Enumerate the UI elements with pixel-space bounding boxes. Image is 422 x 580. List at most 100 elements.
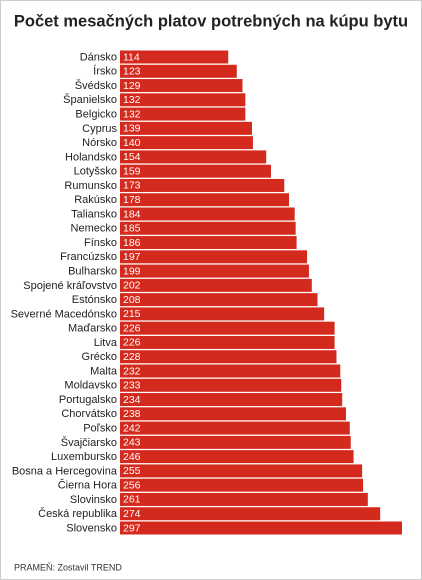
value-label: 233 bbox=[123, 380, 141, 392]
value-label: 234 bbox=[123, 394, 141, 406]
category-label: Dánsko bbox=[80, 51, 117, 63]
value-label: 246 bbox=[123, 451, 141, 463]
bar bbox=[120, 293, 318, 307]
category-label: Taliansko bbox=[71, 208, 117, 220]
bar bbox=[120, 250, 308, 264]
value-label: 208 bbox=[123, 294, 141, 306]
value-label: 185 bbox=[123, 223, 141, 235]
category-label: Lotyšsko bbox=[74, 166, 117, 178]
value-label: 226 bbox=[123, 322, 141, 334]
bar bbox=[120, 193, 290, 207]
category-label: Slovinsko bbox=[70, 494, 117, 506]
category-label: Grécko bbox=[82, 351, 117, 363]
value-label: 228 bbox=[123, 351, 141, 363]
bar bbox=[120, 350, 337, 364]
category-label: Luxembursko bbox=[51, 451, 117, 463]
bar bbox=[120, 321, 335, 335]
value-label: 261 bbox=[123, 494, 141, 506]
bar bbox=[120, 264, 309, 278]
bar bbox=[120, 492, 368, 506]
bar bbox=[120, 307, 325, 321]
category-label: Portugalsko bbox=[59, 394, 117, 406]
category-label: Litva bbox=[94, 337, 118, 349]
bar bbox=[120, 121, 252, 135]
bar bbox=[120, 364, 341, 378]
bar bbox=[120, 478, 364, 492]
value-label: 132 bbox=[123, 94, 141, 106]
value-label: 256 bbox=[123, 479, 141, 491]
bar bbox=[120, 335, 335, 349]
value-label: 178 bbox=[123, 194, 141, 206]
category-label: Spojené kráľovstvo bbox=[23, 280, 117, 292]
bar bbox=[120, 236, 297, 250]
chart-title: Počet mesačných platov potrebných na kúp… bbox=[14, 12, 408, 30]
bar bbox=[120, 435, 351, 449]
source: PRAMEŇ: Zostavil TREND bbox=[14, 562, 122, 572]
bar bbox=[120, 136, 253, 150]
bar bbox=[120, 378, 342, 392]
value-label: 226 bbox=[123, 337, 141, 349]
category-label: Malta bbox=[90, 365, 118, 377]
category-label: Nórsko bbox=[82, 137, 117, 149]
category-label: Bulharsko bbox=[68, 265, 117, 277]
value-label: 215 bbox=[123, 308, 141, 320]
bar bbox=[120, 278, 312, 292]
category-label: Bosna a Hercegovina bbox=[12, 465, 118, 477]
value-label: 139 bbox=[123, 123, 141, 135]
bar bbox=[120, 79, 243, 93]
value-label: 186 bbox=[123, 237, 141, 249]
bar bbox=[120, 207, 295, 221]
category-label: Írsko bbox=[93, 65, 117, 78]
value-label: 159 bbox=[123, 165, 141, 177]
category-label: Poľsko bbox=[83, 422, 117, 434]
category-label: Severné Macedónsko bbox=[11, 308, 117, 320]
bar bbox=[120, 407, 346, 421]
bar bbox=[120, 64, 237, 78]
bar bbox=[120, 107, 246, 121]
value-label: 114 bbox=[123, 51, 140, 63]
category-label: Nemecko bbox=[71, 223, 117, 235]
category-label: Estónsko bbox=[72, 294, 117, 306]
value-label: 184 bbox=[123, 208, 141, 220]
value-label: 242 bbox=[123, 422, 141, 434]
bar bbox=[120, 521, 402, 535]
bar bbox=[120, 164, 271, 178]
category-label: Fínsko bbox=[84, 237, 117, 249]
category-label: Moldavsko bbox=[64, 380, 117, 392]
category-label: Cyprus bbox=[82, 123, 117, 135]
category-label: Belgicko bbox=[75, 108, 117, 120]
category-label: Rumunsko bbox=[64, 180, 117, 192]
bar bbox=[120, 393, 343, 407]
value-label: 132 bbox=[123, 108, 141, 120]
value-label: 232 bbox=[123, 365, 141, 377]
bar bbox=[120, 507, 381, 521]
value-label: 140 bbox=[123, 137, 141, 149]
bar bbox=[120, 93, 246, 107]
category-label: Švédsko bbox=[75, 79, 117, 92]
bar bbox=[120, 178, 285, 192]
category-label: Chorvátsko bbox=[61, 408, 117, 420]
value-label: 129 bbox=[123, 80, 141, 92]
category-label: Španielsko bbox=[63, 93, 117, 106]
category-label: Holandsko bbox=[65, 151, 117, 163]
value-label: 199 bbox=[123, 265, 141, 277]
value-label: 243 bbox=[123, 437, 141, 449]
category-label: Maďarsko bbox=[68, 323, 117, 335]
value-label: 197 bbox=[123, 251, 141, 263]
category-label: Rakúsko bbox=[74, 194, 117, 206]
bar bbox=[120, 464, 363, 478]
value-label: 202 bbox=[123, 280, 141, 292]
category-label: Slovensko bbox=[66, 522, 117, 534]
category-label: Francúzsko bbox=[60, 251, 117, 263]
value-label: 274 bbox=[123, 508, 141, 520]
value-label: 173 bbox=[123, 180, 141, 192]
bar bbox=[120, 450, 354, 464]
bar bbox=[120, 50, 229, 64]
value-label: 238 bbox=[123, 408, 141, 420]
bar bbox=[120, 150, 267, 164]
category-label: Švajčiarsko bbox=[61, 436, 117, 449]
category-label: Česká republika bbox=[38, 507, 118, 520]
value-label: 297 bbox=[123, 522, 141, 534]
value-label: 154 bbox=[123, 151, 141, 163]
